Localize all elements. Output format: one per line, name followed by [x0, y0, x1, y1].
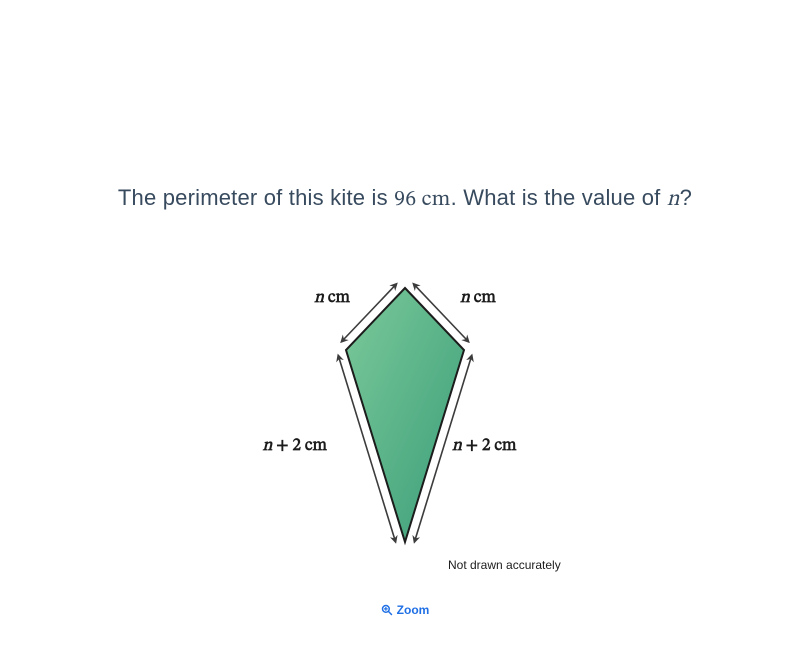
label-top-left: n cm — [290, 288, 350, 309]
kite-shape — [346, 288, 464, 542]
zoom-button[interactable]: Zoom — [0, 603, 810, 617]
question-suffix2: ? — [680, 185, 692, 210]
kite-svg — [240, 270, 570, 570]
zoom-icon — [381, 604, 393, 616]
question-variable: n — [667, 189, 680, 211]
question-text: The perimeter of this kite is 96 cm. Wha… — [0, 185, 810, 214]
question-prefix: The perimeter of this kite is — [118, 185, 394, 210]
question-suffix1: . What is the value of — [451, 185, 667, 210]
label-bottom-right: n + 2 cm — [452, 436, 517, 457]
zoom-label: Zoom — [397, 603, 430, 617]
label-bottom-left: n + 2 cm — [247, 436, 327, 457]
accuracy-caption: Not drawn accurately — [448, 558, 561, 572]
label-top-right: n cm — [460, 288, 496, 309]
kite-diagram: n cm n cm n + 2 cm n + 2 cm Not drawn ac… — [0, 270, 810, 590]
question-value: 96 cm — [394, 189, 451, 211]
